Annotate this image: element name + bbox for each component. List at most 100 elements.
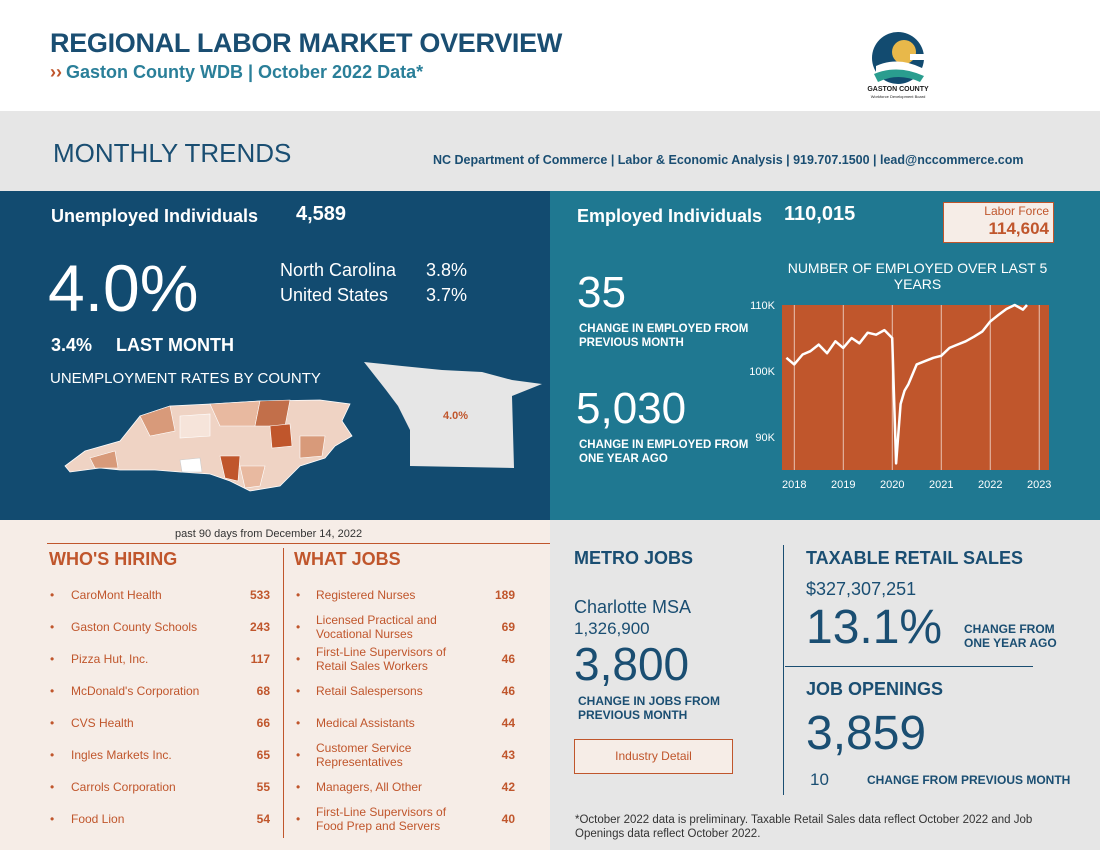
month-change-label: CHANGE IN EMPLOYED FROM PREVIOUS MONTH — [579, 323, 749, 349]
nc-label: North Carolina — [280, 260, 397, 280]
subtitle-text: Gaston County WDB | October 2022 Data* — [66, 62, 424, 82]
bullet-icon: • — [296, 620, 301, 634]
list-item-name: Pizza Hut, Inc. — [71, 652, 149, 666]
what-jobs-title: WHAT JOBS — [294, 549, 401, 569]
bullet-icon: • — [50, 652, 55, 666]
bullet-icon: • — [50, 716, 55, 730]
employed-value: 110,015 — [784, 203, 856, 225]
msa-jobs-value: 1,326,900 — [574, 619, 650, 638]
employed-series-line — [785, 303, 1028, 465]
list-item-name: Licensed Practical and Vocational Nurses — [316, 613, 437, 641]
list-item-count: 46 — [501, 684, 515, 698]
unemployment-rate: 4.0% — [48, 251, 199, 325]
list-item-count: 69 — [501, 620, 515, 634]
list-item-count: 40 — [501, 812, 515, 826]
bullet-icon: • — [296, 780, 301, 794]
page-subtitle: ›› Gaston County WDB | October 2022 Data* — [50, 62, 423, 83]
y-tick-label: 100K — [749, 366, 775, 378]
us-label: United States — [280, 285, 389, 305]
whos-hiring-title: WHO'S HIRING — [49, 549, 178, 569]
list-item-name: Customer Service Representatives — [316, 741, 412, 769]
job-openings-change-label: CHANGE FROM PREVIOUS MONTH — [867, 773, 1071, 787]
list-item-count: 533 — [249, 588, 270, 602]
list-item-name: Gaston County Schools — [71, 620, 198, 634]
bullet-icon: • — [50, 588, 55, 602]
list-item-name: First-Line Supervisors of Retail Sales W… — [316, 645, 447, 673]
x-tick-label: 2022 — [978, 479, 1002, 491]
bullet-icon: • — [296, 684, 301, 698]
contact-info: NC Department of Commerce | Labor & Econ… — [433, 153, 1024, 167]
chart-title: NUMBER OF EMPLOYED OVER LAST 5 YEARS — [787, 260, 1048, 292]
logo-subtext: Workforce Development Board — [871, 94, 926, 99]
list-item-count: 65 — [256, 748, 270, 762]
bullet-icon: • — [50, 748, 55, 762]
list-item-count: 44 — [501, 716, 515, 730]
y-tick-label: 110K — [750, 300, 776, 312]
hiring-panel — [0, 520, 550, 850]
unemployed-label: Unemployed Individuals — [51, 206, 259, 226]
industry-detail-button[interactable]: Industry Detail — [574, 739, 733, 774]
x-tick-label: 2023 — [1027, 479, 1051, 491]
list-item-count: 43 — [501, 748, 515, 762]
monthly-trends-bar — [0, 111, 1100, 191]
logo-text: GASTON COUNTY — [867, 86, 929, 93]
divider — [783, 545, 784, 795]
footnote: *October 2022 data is preliminary. Taxab… — [575, 814, 1033, 840]
list-item-count: 46 — [501, 652, 515, 666]
retail-sales-pct: 13.1% — [806, 601, 943, 654]
bullet-icon: • — [296, 652, 301, 666]
retail-sales-pct-label: CHANGE FROM ONE YEAR AGO — [964, 622, 1057, 650]
list-item-name: McDonald's Corporation — [71, 684, 200, 698]
list-item-count: 189 — [494, 588, 515, 602]
list-item-name: CVS Health — [71, 716, 134, 730]
labor-force-value: 114,604 — [988, 219, 1049, 238]
bullet-icon: • — [50, 620, 55, 634]
metrics-panel — [550, 520, 1100, 850]
labor-force-label: Labor Force — [984, 204, 1049, 218]
gaston-county-map — [362, 360, 547, 472]
list-item-name: Managers, All Other — [316, 780, 423, 794]
list-item-name: Retail Salespersons — [316, 684, 423, 698]
year-change-label: CHANGE IN EMPLOYED FROM ONE YEAR AGO — [579, 439, 749, 465]
list-item-name: Medical Assistants — [316, 716, 415, 730]
list-item-name: CaroMont Health — [71, 588, 162, 602]
bullet-icon: • — [50, 812, 55, 826]
divider — [47, 543, 550, 544]
x-tick-label: 2019 — [831, 479, 855, 491]
job-openings-change: 10 — [810, 770, 829, 789]
list-item-count: 68 — [256, 684, 270, 698]
employed-label: Employed Individuals — [577, 206, 763, 226]
bullet-icon: • — [296, 716, 301, 730]
divider — [785, 666, 1033, 667]
county-map-title: UNEMPLOYMENT RATES BY COUNTY — [50, 370, 321, 387]
list-item-count: 54 — [256, 812, 270, 826]
month-change-value: 35 — [577, 268, 626, 317]
msa-change-value: 3,800 — [574, 638, 690, 690]
labor-force-box — [943, 202, 1054, 243]
year-change-value: 5,030 — [576, 384, 687, 433]
retail-sales-value: $327,307,251 — [806, 579, 917, 599]
msa-change-label: CHANGE IN JOBS FROM PREVIOUS MONTH — [578, 694, 721, 722]
list-item-name: Food Lion — [71, 812, 125, 826]
list-item-count: 42 — [501, 780, 515, 794]
gaston-county-logo: GASTON COUNTY Workforce Development Boar… — [858, 28, 938, 100]
divider — [283, 548, 284, 838]
list-item-count: 66 — [256, 716, 270, 730]
list-item-name: Carrols Corporation — [71, 780, 176, 794]
msa-name: Charlotte MSA — [574, 597, 692, 617]
x-tick-label: 2021 — [929, 479, 953, 491]
last-month-label: LAST MONTH — [116, 335, 234, 355]
employed-line-chart: 110K 100K 90K 2018 2019 2020 2021 2022 2023 — [737, 300, 1059, 496]
chart-plot-area — [782, 305, 1049, 470]
y-tick-label: 90K — [755, 432, 775, 444]
nc-rate: 3.8% — [426, 260, 468, 280]
section-title: MONTHLY TRENDS — [53, 138, 292, 168]
days-note: past 90 days from December 14, 2022 — [175, 528, 363, 540]
unemployed-value: 4,589 — [296, 203, 347, 225]
last-month-rate: 3.4% — [51, 335, 93, 355]
us-rate: 3.7% — [426, 285, 468, 305]
job-openings-value: 3,859 — [806, 707, 927, 760]
x-tick-label: 2020 — [880, 479, 904, 491]
bullet-icon: • — [296, 588, 301, 602]
x-tick-label: 2018 — [782, 479, 806, 491]
